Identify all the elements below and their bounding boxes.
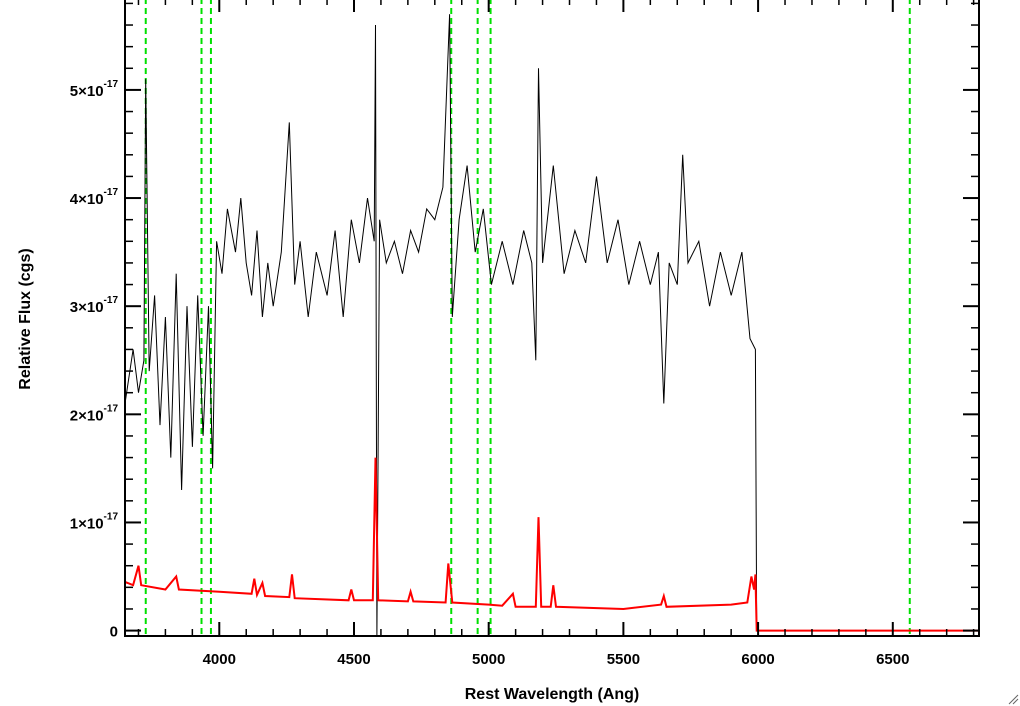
- y-tick-label-2: 2×10-17: [70, 403, 119, 424]
- x-tick-label-2: 5000: [472, 651, 505, 668]
- y-tick-label-0: 0: [110, 624, 118, 641]
- plot-frame: [124, 0, 980, 637]
- x-tick-label-4: 6000: [741, 651, 774, 668]
- resize-grip-icon[interactable]: [1008, 694, 1019, 705]
- y-axis-title: Relative Flux (cgs): [17, 248, 34, 389]
- y-tick-label-4: 4×10-17: [70, 187, 119, 208]
- x-tick-label-0: 4000: [203, 651, 236, 668]
- series-line-0: [124, 14, 979, 637]
- x-tick-label-5: 6500: [876, 651, 909, 668]
- x-tick-label-3: 5500: [607, 651, 640, 668]
- series-line-1: [124, 457, 979, 632]
- data-series: [124, 14, 979, 637]
- x-axis-title: Rest Wavelength (Ang): [465, 686, 640, 703]
- y-tick-label-3: 3×10-17: [70, 295, 119, 316]
- axis-ticks: 4000 4500 5000 5500 6000 6500 0 1×10-17 2×10-17 3…: [70, 0, 979, 668]
- y-tick-label-1: 1×10-17: [70, 511, 119, 532]
- x-tick-label-1: 4500: [337, 651, 370, 668]
- y-tick-label-5: 5×10-17: [70, 79, 119, 100]
- reference-lines: [144, 0, 911, 636]
